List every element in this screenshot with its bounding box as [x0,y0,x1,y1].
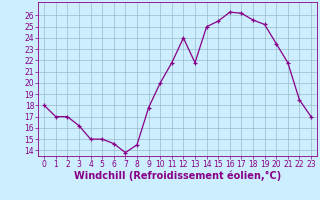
X-axis label: Windchill (Refroidissement éolien,°C): Windchill (Refroidissement éolien,°C) [74,171,281,181]
